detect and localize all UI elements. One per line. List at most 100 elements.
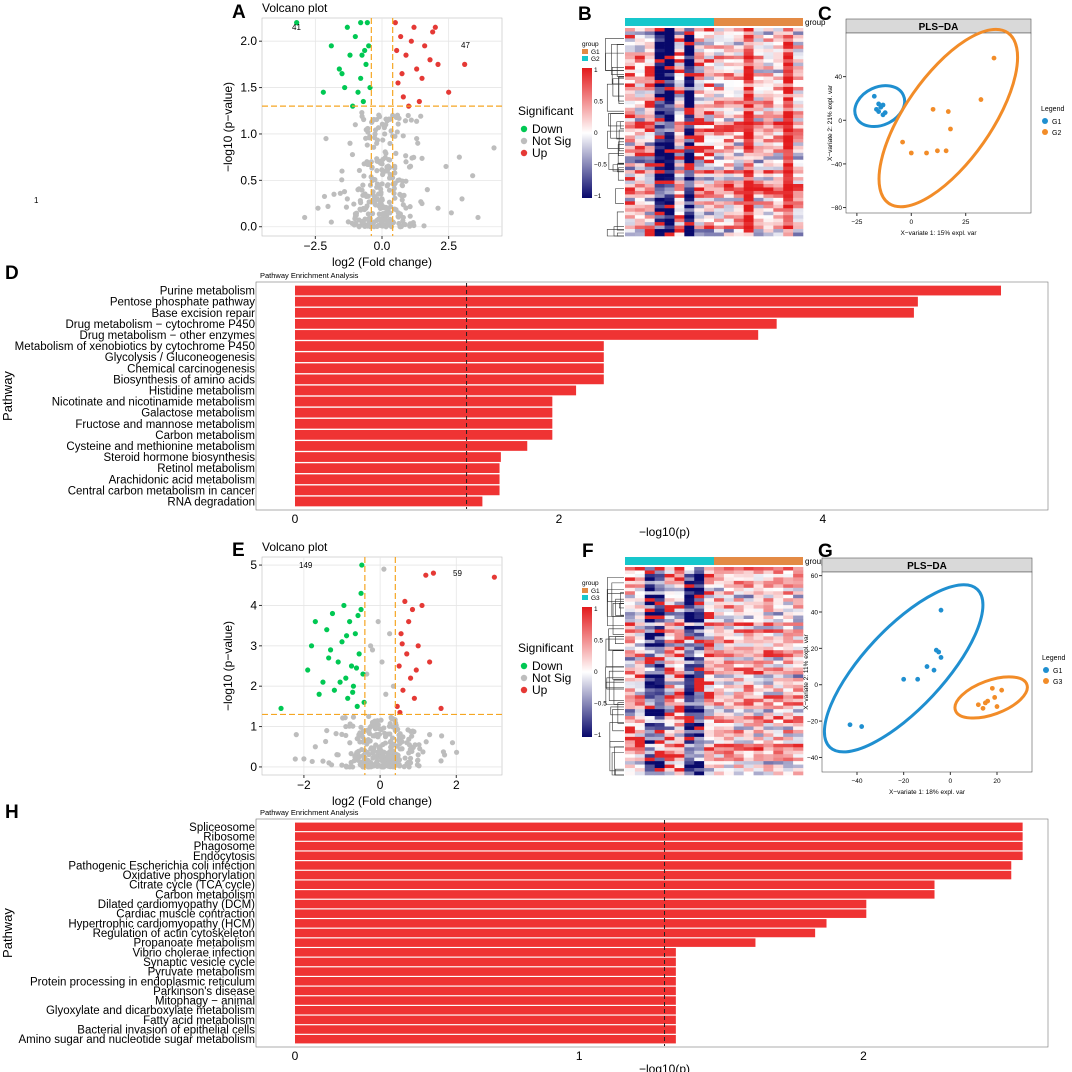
heatmap-cell xyxy=(733,170,744,174)
heatmap-cell xyxy=(625,681,636,686)
notsig-point xyxy=(364,142,370,148)
heatmap-cell xyxy=(694,674,705,679)
heatmap-cell xyxy=(625,187,636,192)
heatmap-cell xyxy=(714,184,725,188)
heatmap-cell xyxy=(644,587,655,592)
heatmap-cell xyxy=(733,657,744,661)
heatmap-cell xyxy=(684,166,695,171)
heatmap-cell xyxy=(743,107,754,112)
heatmap-cell xyxy=(733,695,744,700)
heatmap-cell xyxy=(654,698,665,703)
notsig-point xyxy=(358,759,364,766)
heatmap-cell xyxy=(733,698,744,703)
heatmap-cell xyxy=(714,100,725,105)
heatmap-cell xyxy=(714,764,725,769)
heatmap-cell xyxy=(743,177,754,181)
legend-item-label: Up xyxy=(532,683,548,697)
y-tick-label: 60 xyxy=(811,573,819,580)
up-point xyxy=(399,641,405,647)
color-scale-tick: 0.5 xyxy=(594,99,603,106)
heatmap-cell xyxy=(743,145,754,150)
dendrogram-branch xyxy=(619,603,624,609)
down-point xyxy=(354,703,360,709)
heatmap-cell xyxy=(644,729,655,734)
heatmap-cell xyxy=(634,194,646,199)
notsig-point xyxy=(395,213,401,220)
heatmap-cell xyxy=(704,215,715,219)
heatmap-cell xyxy=(723,114,735,119)
heatmap-cell xyxy=(763,73,774,77)
heatmap-cell xyxy=(644,76,655,81)
heatmap-cell xyxy=(773,768,784,772)
notsig-point xyxy=(405,112,411,119)
heatmap-cell xyxy=(694,149,705,154)
up-point xyxy=(430,570,437,576)
heatmap-cell xyxy=(793,580,804,585)
heatmap-cell xyxy=(674,636,685,641)
heatmap-cell xyxy=(773,605,784,609)
heatmap-cell xyxy=(723,41,735,46)
heatmap-cell xyxy=(625,643,636,648)
heatmap-cell xyxy=(644,180,655,185)
dendrogram-branch xyxy=(614,746,624,776)
y-tick-label: 2.0 xyxy=(240,34,257,48)
heatmap-cell xyxy=(743,52,754,57)
heatmap-cell xyxy=(674,754,685,758)
heatmap-cell xyxy=(763,190,774,195)
sample-point-G1 xyxy=(931,667,937,673)
heatmap-cell xyxy=(625,114,636,119)
heatmap-cell xyxy=(714,612,725,616)
heatmap-cell xyxy=(714,201,725,206)
heatmap-cell xyxy=(793,587,804,592)
heatmap-cell xyxy=(743,163,754,167)
pathway-label: Oxidative phosphorylation xyxy=(123,870,255,882)
heatmap-cell xyxy=(773,754,784,758)
notsig-point xyxy=(339,168,345,174)
heatmap-cell xyxy=(625,48,636,53)
heatmap-cell xyxy=(783,636,794,641)
notsig-point xyxy=(395,121,401,127)
heatmap-cell xyxy=(625,723,636,727)
heatmap-cell xyxy=(773,577,784,582)
heatmap-cell xyxy=(763,594,774,599)
heatmap-cell xyxy=(634,674,646,679)
heatmap-cell xyxy=(723,201,735,206)
pathway-label: Cardiac muscle contraction xyxy=(116,909,255,921)
heatmap-cell xyxy=(674,121,685,126)
heatmap-cell xyxy=(793,719,804,724)
notsig-point xyxy=(382,131,388,137)
notsig-point xyxy=(360,182,366,188)
heatmap-cell xyxy=(723,577,735,582)
heatmap-cell xyxy=(704,567,715,571)
heatmap-cell xyxy=(704,667,715,672)
heatmap-cell xyxy=(674,45,685,50)
heatmap-cell xyxy=(714,34,725,39)
heatmap-cell xyxy=(664,177,675,181)
notsig-point xyxy=(321,193,328,200)
heatmap-cell xyxy=(625,657,636,661)
heatmap-cell xyxy=(684,180,695,185)
notsig-point xyxy=(356,167,363,174)
heatmap-cell xyxy=(704,118,715,122)
heatmap-cell xyxy=(634,639,646,644)
heatmap-cell xyxy=(763,688,774,693)
notsig-point xyxy=(396,220,402,227)
notsig-point xyxy=(369,164,375,170)
notsig-point xyxy=(355,755,361,761)
heatmap-cell xyxy=(743,681,754,686)
notsig-point xyxy=(364,671,370,677)
heatmap-cell xyxy=(783,194,794,199)
heatmap-cell xyxy=(793,107,804,112)
heatmap-cell xyxy=(733,114,744,119)
heatmap-cell xyxy=(704,622,715,627)
pathway-bar xyxy=(295,957,676,967)
dendrogram-branch xyxy=(610,113,624,139)
heatmap-cell xyxy=(743,59,754,63)
heatmap-cell xyxy=(743,173,754,178)
heatmap-cell xyxy=(664,740,675,745)
heatmap-cell xyxy=(723,100,735,105)
heatmap-cell xyxy=(684,73,695,77)
heatmap-cell xyxy=(763,128,774,133)
heatmap-cell xyxy=(733,750,744,755)
